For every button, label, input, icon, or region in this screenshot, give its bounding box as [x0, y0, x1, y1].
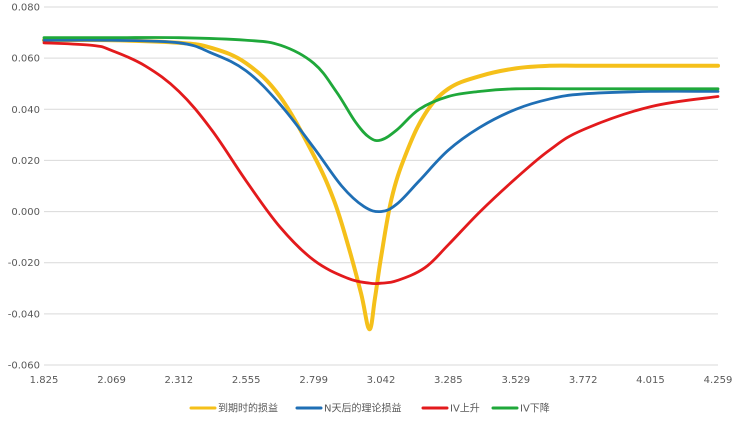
series-line — [42, 38, 720, 214]
x-tick-label: 2.069 — [97, 375, 126, 386]
y-tick-label: 0.020 — [11, 156, 40, 167]
x-tick-label: 3.285 — [434, 375, 463, 386]
x-tick-label: 2.799 — [299, 375, 328, 386]
legend-label: 到期时的损益 — [218, 402, 278, 415]
legend: 到期时的损益 N天后的理论损益 IV上升 IV下降 — [189, 402, 550, 415]
x-tick-label: 3.772 — [569, 375, 598, 386]
legend-label: IV下降 — [520, 402, 550, 415]
legend-label: N天后的理论损益 — [324, 402, 401, 415]
x-tick-label: 2.555 — [232, 375, 261, 386]
series-lines — [42, 36, 720, 332]
x-tick-label: 4.015 — [636, 375, 665, 386]
gridlines — [44, 6, 718, 366]
y-axis-tick-labels: 0.080 0.060 0.040 0.020 0.000 -0.020 -0.040 -0.… — [8, 3, 40, 372]
series-line — [42, 36, 720, 143]
x-axis-tick-labels: 1.825 2.069 2.312 2.555 2.799 3.042 3.285 3.529… — [30, 375, 733, 386]
y-tick-label: 0.080 — [11, 3, 40, 14]
series-line — [42, 38, 720, 332]
x-tick-label: 2.312 — [165, 375, 194, 386]
y-tick-label: -0.040 — [8, 309, 40, 320]
y-tick-label: 0.060 — [11, 54, 40, 65]
legend-label: IV上升 — [450, 403, 480, 415]
y-tick-label: -0.060 — [8, 361, 40, 372]
y-tick-label: -0.020 — [8, 258, 40, 269]
x-tick-label: 4.259 — [704, 375, 733, 386]
y-tick-label: 0.000 — [11, 207, 40, 218]
x-tick-label: 3.042 — [367, 375, 396, 386]
x-tick-label: 1.825 — [30, 375, 59, 386]
series-line — [42, 41, 720, 286]
x-tick-label: 3.529 — [502, 375, 531, 386]
y-tick-label: 0.040 — [11, 105, 40, 116]
